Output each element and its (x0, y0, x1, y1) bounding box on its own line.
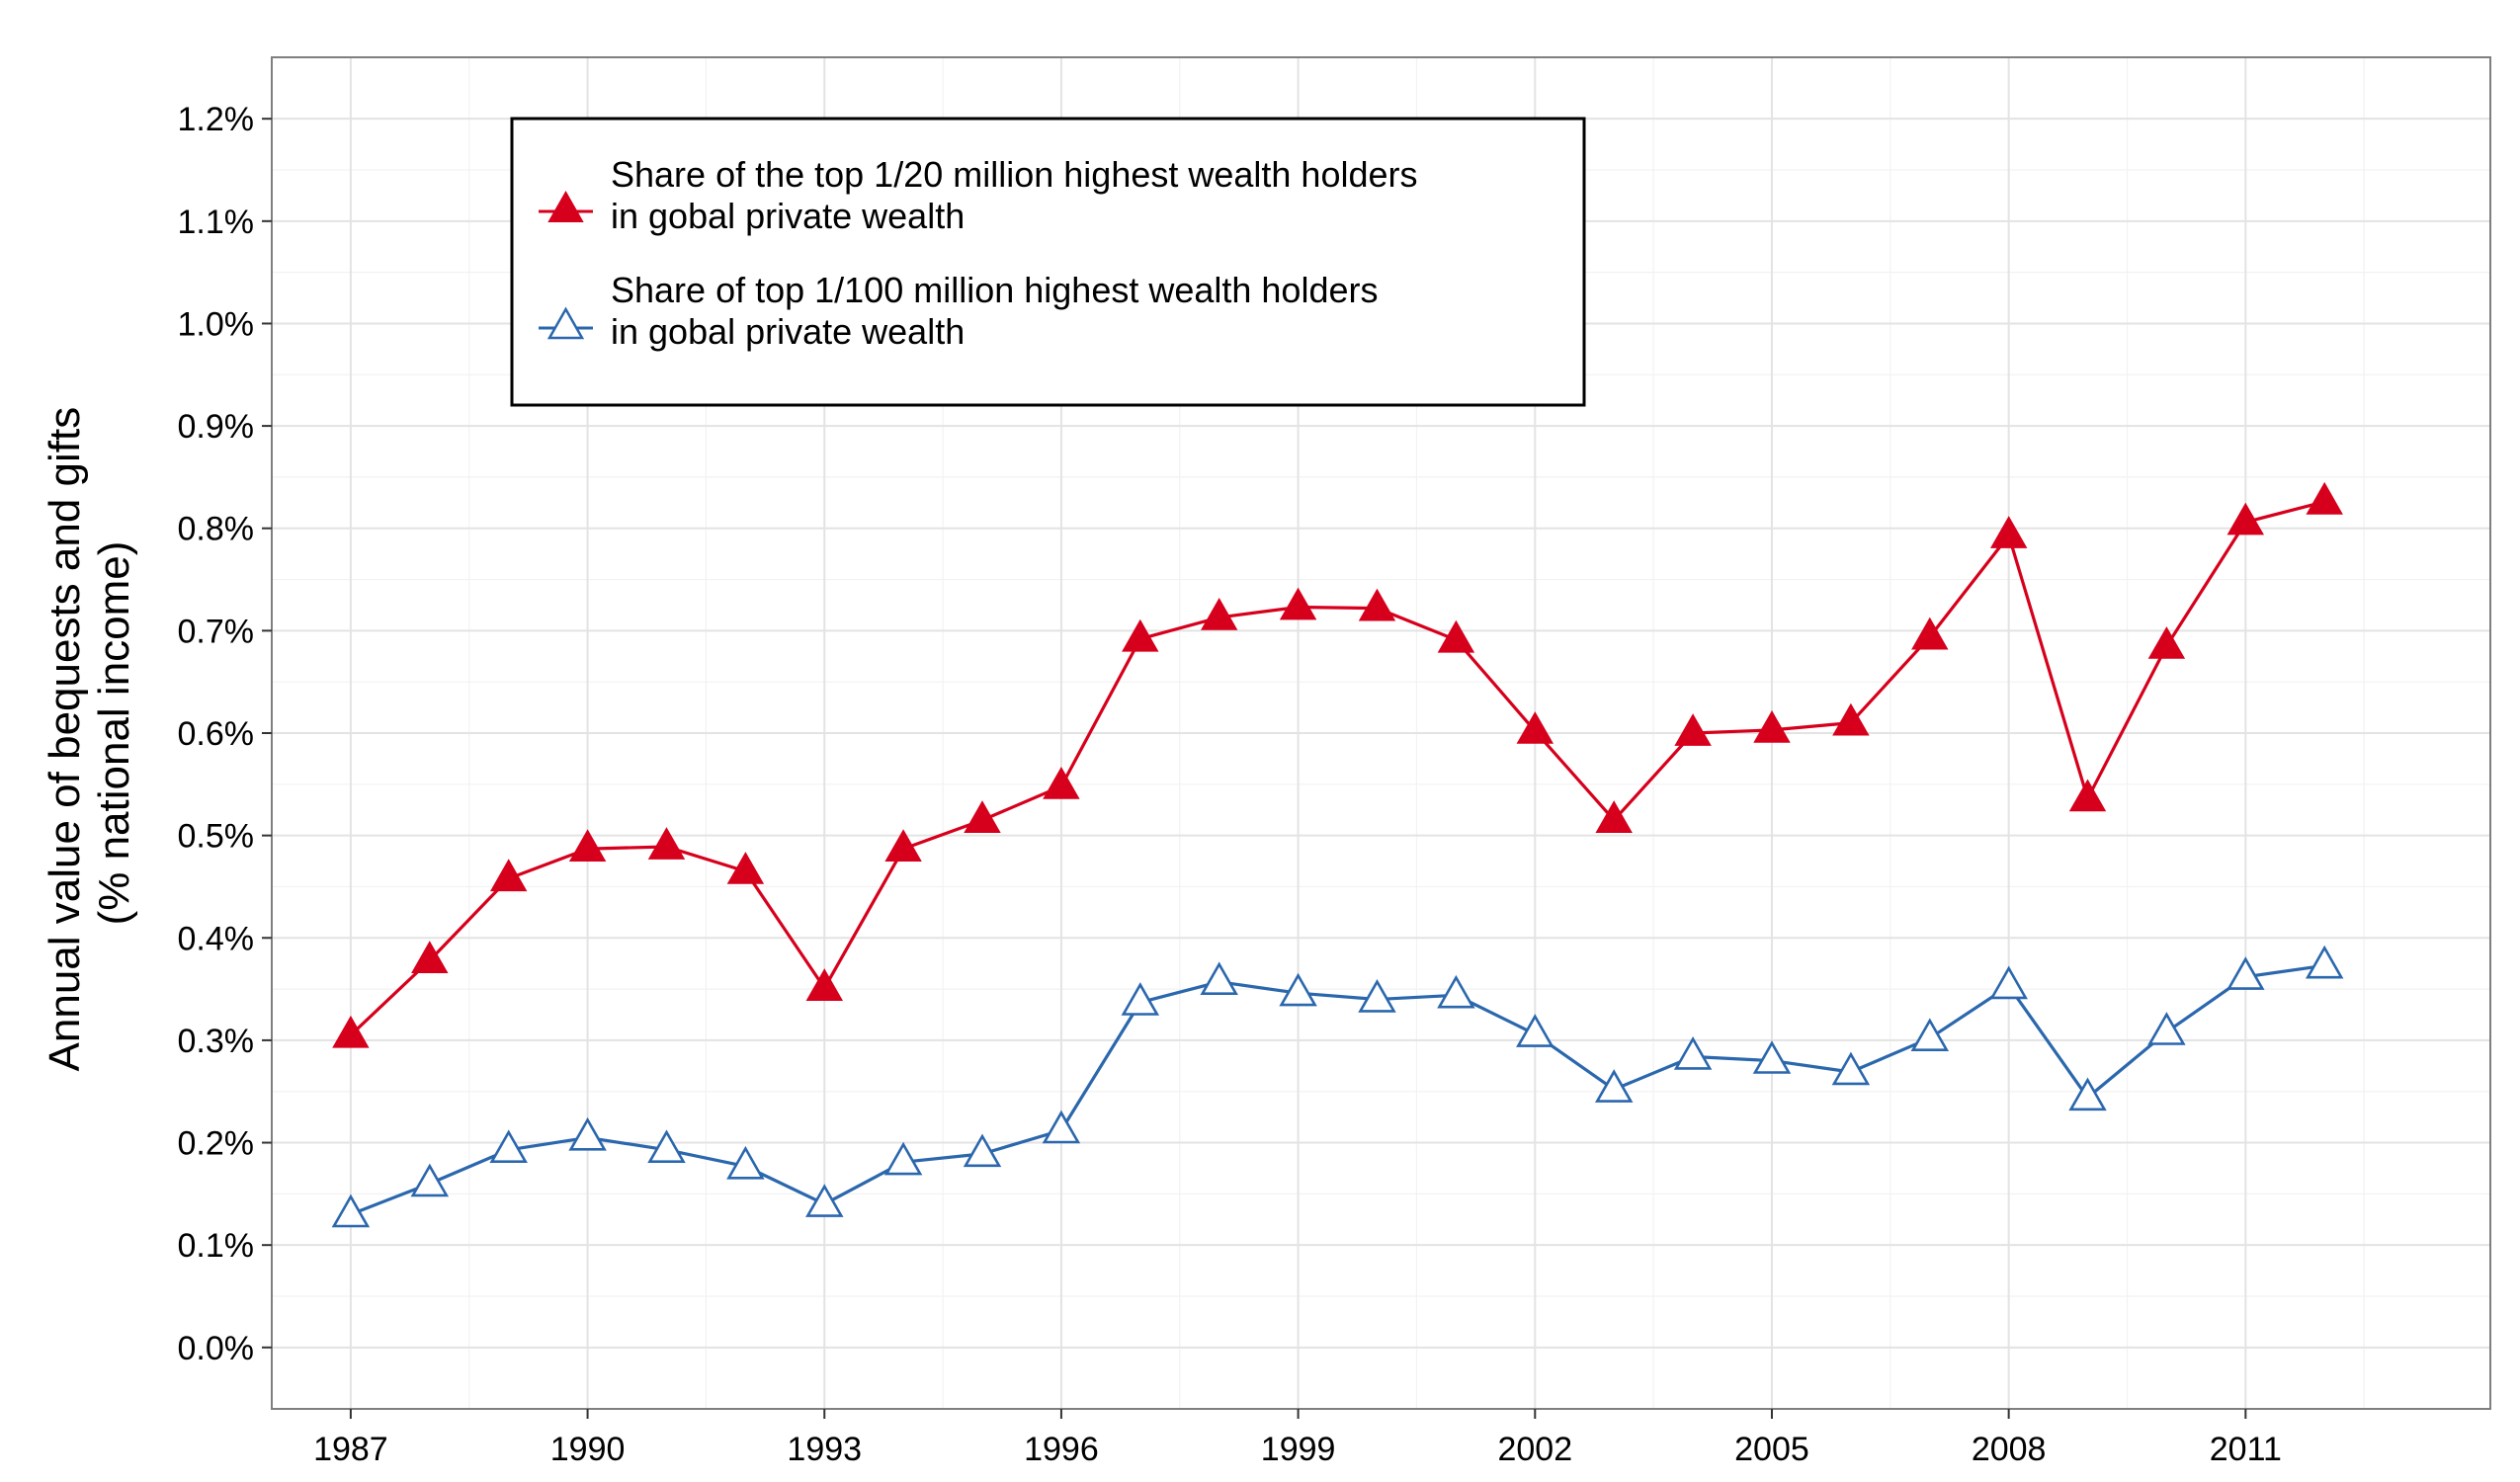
series-1-point (1122, 618, 1159, 652)
y-tick-label: 0.9% (178, 408, 255, 446)
series-2-point (805, 1184, 844, 1217)
y-tick-label: 0.3% (178, 1023, 255, 1060)
y-tick-label: 1.1% (178, 204, 255, 241)
series-2-point (1516, 1014, 1554, 1047)
series-1-point (1595, 800, 1633, 833)
legend-label-series-2-line-1: Share of top 1/100 million highest wealt… (611, 270, 1378, 310)
x-tick-label: 1996 (1024, 1431, 1099, 1468)
series-2-point (568, 1116, 607, 1151)
x-tick-label: 1990 (550, 1431, 626, 1468)
y-tick-label: 0.4% (178, 920, 255, 957)
legend-label-series-1-line-1: Share of the top 1/20 million highest we… (611, 154, 1418, 195)
series-2 (331, 945, 2344, 1228)
legend: Share of the top 1/20 million highest we… (510, 117, 1586, 407)
series-1-point (411, 941, 449, 973)
series-2-point (963, 1133, 1002, 1168)
series-2-point (726, 1145, 765, 1180)
series-2-point (1673, 1035, 1713, 1070)
y-axis-tick-labels: 0.0% 0.1% 0.2% 0.3% 0.4% 0.5% 0.6% 0.7% 0.8% 0.9%… (178, 101, 255, 1367)
y-tick-label: 1.0% (178, 305, 255, 343)
grid-major (272, 57, 2490, 1409)
series-2-point (1437, 974, 1475, 1009)
y-tick-label: 0.1% (178, 1227, 255, 1265)
series-1-point (964, 800, 1001, 833)
series-2-point (647, 1129, 686, 1163)
series-1-point (1753, 709, 1791, 743)
series-2-point (410, 1163, 450, 1197)
series-1-point (1437, 619, 1475, 653)
series-1-point (1358, 588, 1396, 621)
series-2-point (1910, 1018, 1950, 1051)
series-1-point (2068, 779, 2107, 812)
legend-marker-series-2 (546, 306, 585, 340)
series-2-point (331, 1194, 371, 1228)
series-2-point (1279, 972, 1317, 1007)
x-tick-label: 2005 (1734, 1431, 1809, 1468)
series-2-point (1042, 1110, 1081, 1144)
legend-marker-series-1 (547, 190, 584, 222)
x-tick-label: 2008 (1972, 1431, 2047, 1468)
series-1-point (568, 829, 607, 862)
series-1-point (884, 829, 922, 862)
series-1-point (489, 859, 528, 892)
series-2-point (489, 1129, 528, 1163)
y-axis-title-line-2: (% national income) (90, 541, 138, 926)
series-2-point (2147, 1012, 2186, 1045)
legend-label-series-2: Share of top 1/100 million highest wealt… (611, 270, 1388, 352)
legend-label-series-1-line-2: in gobal private wealth (611, 196, 965, 236)
series-2-point (1121, 982, 1160, 1016)
series-1-point (1674, 713, 1712, 746)
x-tick-label: 1993 (787, 1431, 862, 1468)
series-layer (331, 481, 2344, 1228)
x-tick-label: 2002 (1497, 1431, 1572, 1468)
x-tick-label: 1999 (1261, 1431, 1336, 1468)
y-tick-label: 0.8% (178, 511, 255, 548)
series-2-point (2068, 1077, 2107, 1112)
series-1-point (1911, 617, 1949, 650)
y-tick-label: 0.5% (178, 818, 255, 856)
y-tick-label: 0.0% (178, 1330, 255, 1367)
series-1-point (1516, 711, 1554, 744)
series-2-point (2226, 956, 2265, 990)
y-axis-title-line-1: Annual value of bequests and gifts (41, 407, 89, 1072)
series-2-point (1200, 961, 1238, 996)
series-1-point (2147, 626, 2186, 659)
legend-box (510, 117, 1586, 407)
series-2-point (1752, 1040, 1792, 1074)
series-1-point (2306, 481, 2343, 515)
legend-label-series-1: Share of the top 1/20 million highest we… (611, 154, 1428, 236)
series-1-point (647, 827, 686, 860)
series-2-point (883, 1141, 923, 1176)
series-2-point (1358, 978, 1396, 1013)
x-tick-label: 2011 (2210, 1431, 2282, 1468)
y-tick-label: 0.7% (178, 613, 255, 650)
series-1-point (726, 852, 765, 884)
y-tick-label: 0.6% (178, 715, 255, 753)
series-1-point (2226, 502, 2265, 535)
y-tick-label: 1.2% (178, 101, 255, 138)
series-1-point (332, 1015, 370, 1048)
series-1-point (1200, 597, 1238, 630)
series-1-point (1279, 587, 1317, 620)
series-2-point (2305, 945, 2344, 979)
series-1 (332, 481, 2343, 1048)
series-1-point (1043, 766, 1080, 799)
series-2-point (1594, 1069, 1634, 1103)
series-1-point (1989, 516, 2028, 548)
axis-ticks (262, 118, 2247, 1419)
y-axis-title: Annual value of bequests and gifts (% na… (41, 395, 138, 1072)
y-tick-label: 0.2% (178, 1125, 255, 1163)
x-axis-tick-labels: 1987 1990 1993 1996 1999 2002 2005 2008 2011 (313, 1431, 2282, 1468)
series-1-point (1832, 702, 1870, 736)
legend-label-series-2-line-2: in gobal private wealth (611, 311, 965, 352)
x-tick-label: 1987 (313, 1431, 388, 1468)
series-2-point (1989, 965, 2028, 1000)
series-1-point (805, 968, 844, 1001)
series-2-point (1831, 1051, 1871, 1086)
